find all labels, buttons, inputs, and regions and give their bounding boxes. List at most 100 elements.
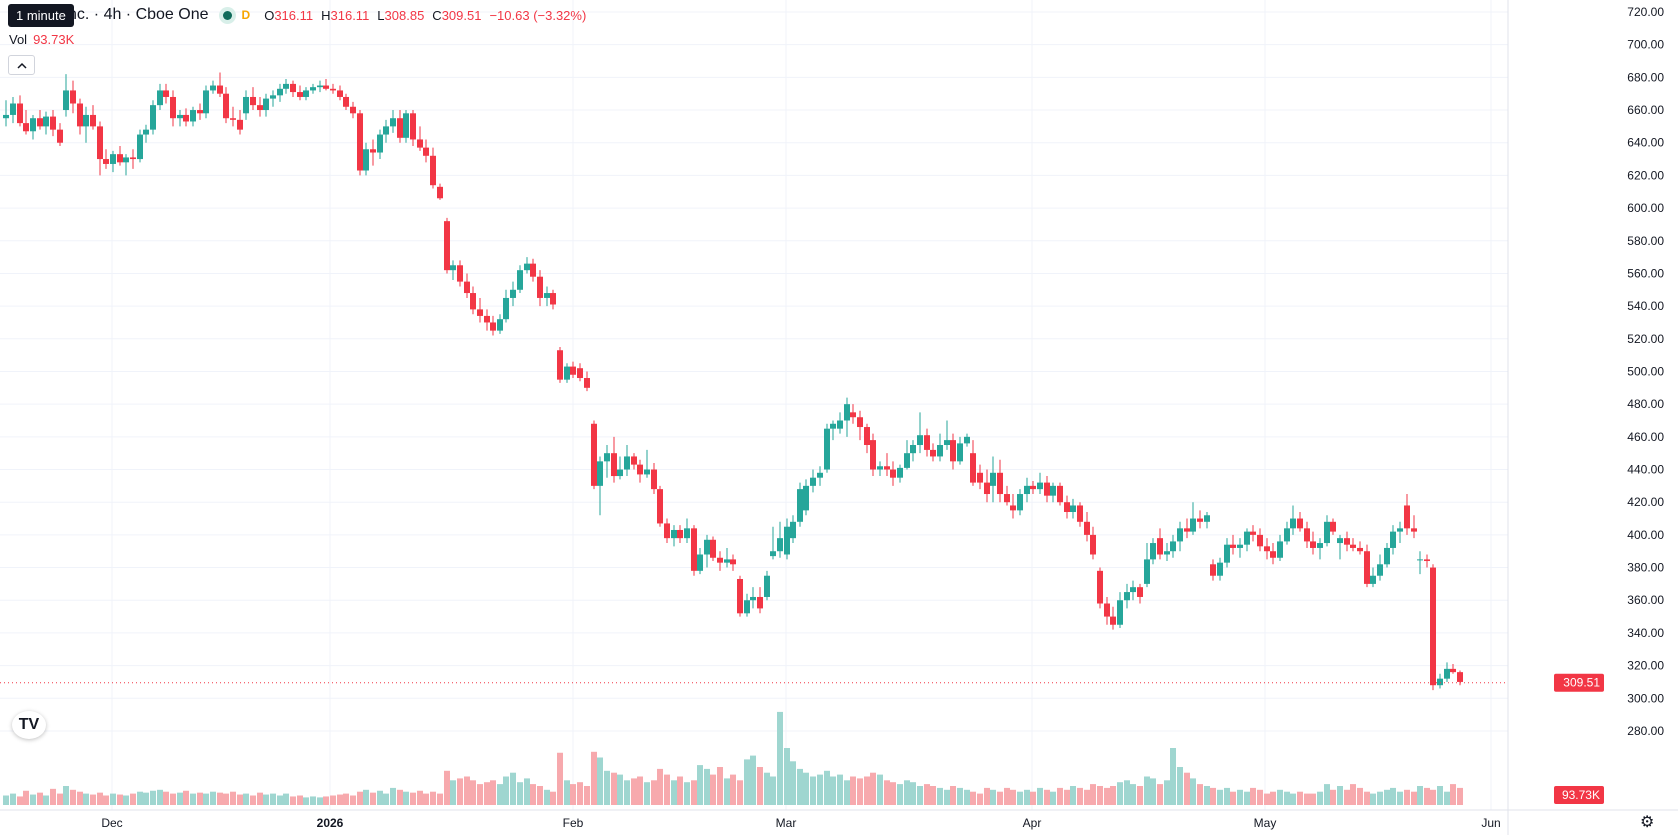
price-tick-label: 480.00 bbox=[1627, 397, 1664, 411]
candle bbox=[117, 145, 123, 166]
candle bbox=[10, 96, 16, 124]
candle bbox=[163, 83, 169, 104]
price-tick-label: 360.00 bbox=[1627, 593, 1664, 607]
candle bbox=[437, 183, 443, 200]
volume-bars bbox=[3, 711, 1463, 805]
volume-bar bbox=[1324, 784, 1330, 805]
collapse-legend-button[interactable] bbox=[8, 55, 35, 75]
volume-bar bbox=[197, 792, 203, 805]
candle bbox=[390, 110, 396, 133]
candle bbox=[1130, 580, 1136, 601]
candle bbox=[330, 83, 336, 94]
candle bbox=[777, 521, 783, 558]
volume-bar bbox=[397, 789, 403, 805]
candle bbox=[250, 87, 256, 111]
candle bbox=[717, 551, 723, 571]
candle bbox=[744, 593, 750, 617]
candle bbox=[564, 363, 570, 383]
time-axis[interactable]: Dec 2026 Feb Mar Apr May Jun bbox=[0, 809, 1678, 830]
candle bbox=[631, 453, 637, 470]
volume-label: Vol bbox=[9, 32, 28, 47]
candle bbox=[850, 404, 856, 424]
candle bbox=[444, 217, 450, 274]
volume-bar bbox=[1010, 789, 1016, 805]
price-tick-label: 700.00 bbox=[1627, 38, 1664, 52]
candle bbox=[1144, 543, 1150, 588]
legend: nc. · 4h · Cboe One D O316.11 H316.11 L3… bbox=[8, 6, 586, 24]
volume-bar bbox=[930, 786, 936, 805]
candle bbox=[944, 420, 950, 450]
high-value: H316.11 bbox=[321, 7, 370, 23]
candle bbox=[484, 309, 490, 331]
candle bbox=[1444, 662, 1450, 682]
candle bbox=[1064, 495, 1070, 519]
volume-bar bbox=[210, 791, 216, 805]
volume-bar bbox=[1190, 778, 1196, 805]
last-volume-label: 93.73K bbox=[1554, 786, 1604, 804]
settings-gear-icon[interactable]: ⚙ bbox=[1640, 814, 1655, 831]
candle bbox=[430, 147, 436, 189]
candle bbox=[1384, 543, 1390, 568]
candle bbox=[397, 110, 403, 143]
volume-bar bbox=[410, 792, 416, 805]
volume-bar bbox=[170, 793, 176, 805]
candle bbox=[764, 570, 770, 601]
volume-bar bbox=[877, 774, 883, 805]
volume-bar bbox=[910, 782, 916, 805]
volume-bar bbox=[1284, 791, 1290, 805]
candle bbox=[784, 518, 790, 560]
candle bbox=[1204, 512, 1210, 529]
candle bbox=[323, 78, 329, 91]
volume-bar bbox=[1090, 784, 1096, 805]
volume-bar bbox=[257, 792, 263, 805]
volume-bar bbox=[684, 782, 690, 805]
time-tick-label: Mar bbox=[776, 816, 797, 830]
candle bbox=[790, 515, 796, 544]
candle bbox=[803, 479, 809, 516]
candle bbox=[1411, 515, 1417, 539]
symbol-title[interactable]: nc. · 4h · Cboe One bbox=[68, 6, 209, 23]
candle bbox=[737, 575, 743, 617]
candle bbox=[1004, 485, 1010, 506]
candle bbox=[3, 100, 9, 127]
candle bbox=[1284, 521, 1290, 545]
candle bbox=[1010, 494, 1016, 519]
volume-bar bbox=[651, 780, 657, 805]
candle bbox=[350, 101, 356, 119]
volume-bar bbox=[611, 772, 617, 805]
candle bbox=[490, 315, 496, 336]
candle bbox=[1230, 534, 1236, 555]
price-tick-label: 640.00 bbox=[1627, 136, 1664, 150]
chevron-up-icon bbox=[16, 62, 27, 69]
volume-bar bbox=[1237, 789, 1243, 805]
volume-bar bbox=[904, 780, 910, 805]
volume-bar bbox=[1044, 789, 1050, 805]
candle bbox=[684, 518, 690, 544]
volume-bar bbox=[1030, 791, 1036, 805]
volume-bar bbox=[1290, 793, 1296, 805]
candle bbox=[63, 74, 69, 117]
volume-bar bbox=[363, 789, 369, 805]
volume-bar bbox=[530, 784, 536, 805]
volume-bar bbox=[1417, 786, 1423, 805]
candle bbox=[691, 525, 697, 576]
volume-bar bbox=[390, 787, 396, 805]
candle bbox=[1244, 528, 1250, 552]
volume-bar bbox=[850, 776, 856, 805]
candle bbox=[964, 433, 970, 447]
candle bbox=[1330, 518, 1336, 535]
volume-bar bbox=[937, 787, 943, 805]
candle bbox=[730, 554, 736, 571]
tradingview-logo[interactable]: TV bbox=[12, 711, 46, 739]
volume-bar bbox=[503, 776, 509, 805]
volume-bar bbox=[1144, 776, 1150, 805]
price-axis[interactable]: 720.00 700.00 680.00 660.00 640.00 620.00 600.… bbox=[1507, 0, 1664, 835]
candle bbox=[23, 110, 29, 135]
volume-bar bbox=[470, 780, 476, 805]
volume-bar bbox=[1444, 791, 1450, 805]
candle bbox=[1377, 554, 1383, 581]
candle bbox=[1417, 551, 1423, 575]
time-tick-label: Jun bbox=[1481, 816, 1500, 830]
candle bbox=[897, 464, 903, 483]
